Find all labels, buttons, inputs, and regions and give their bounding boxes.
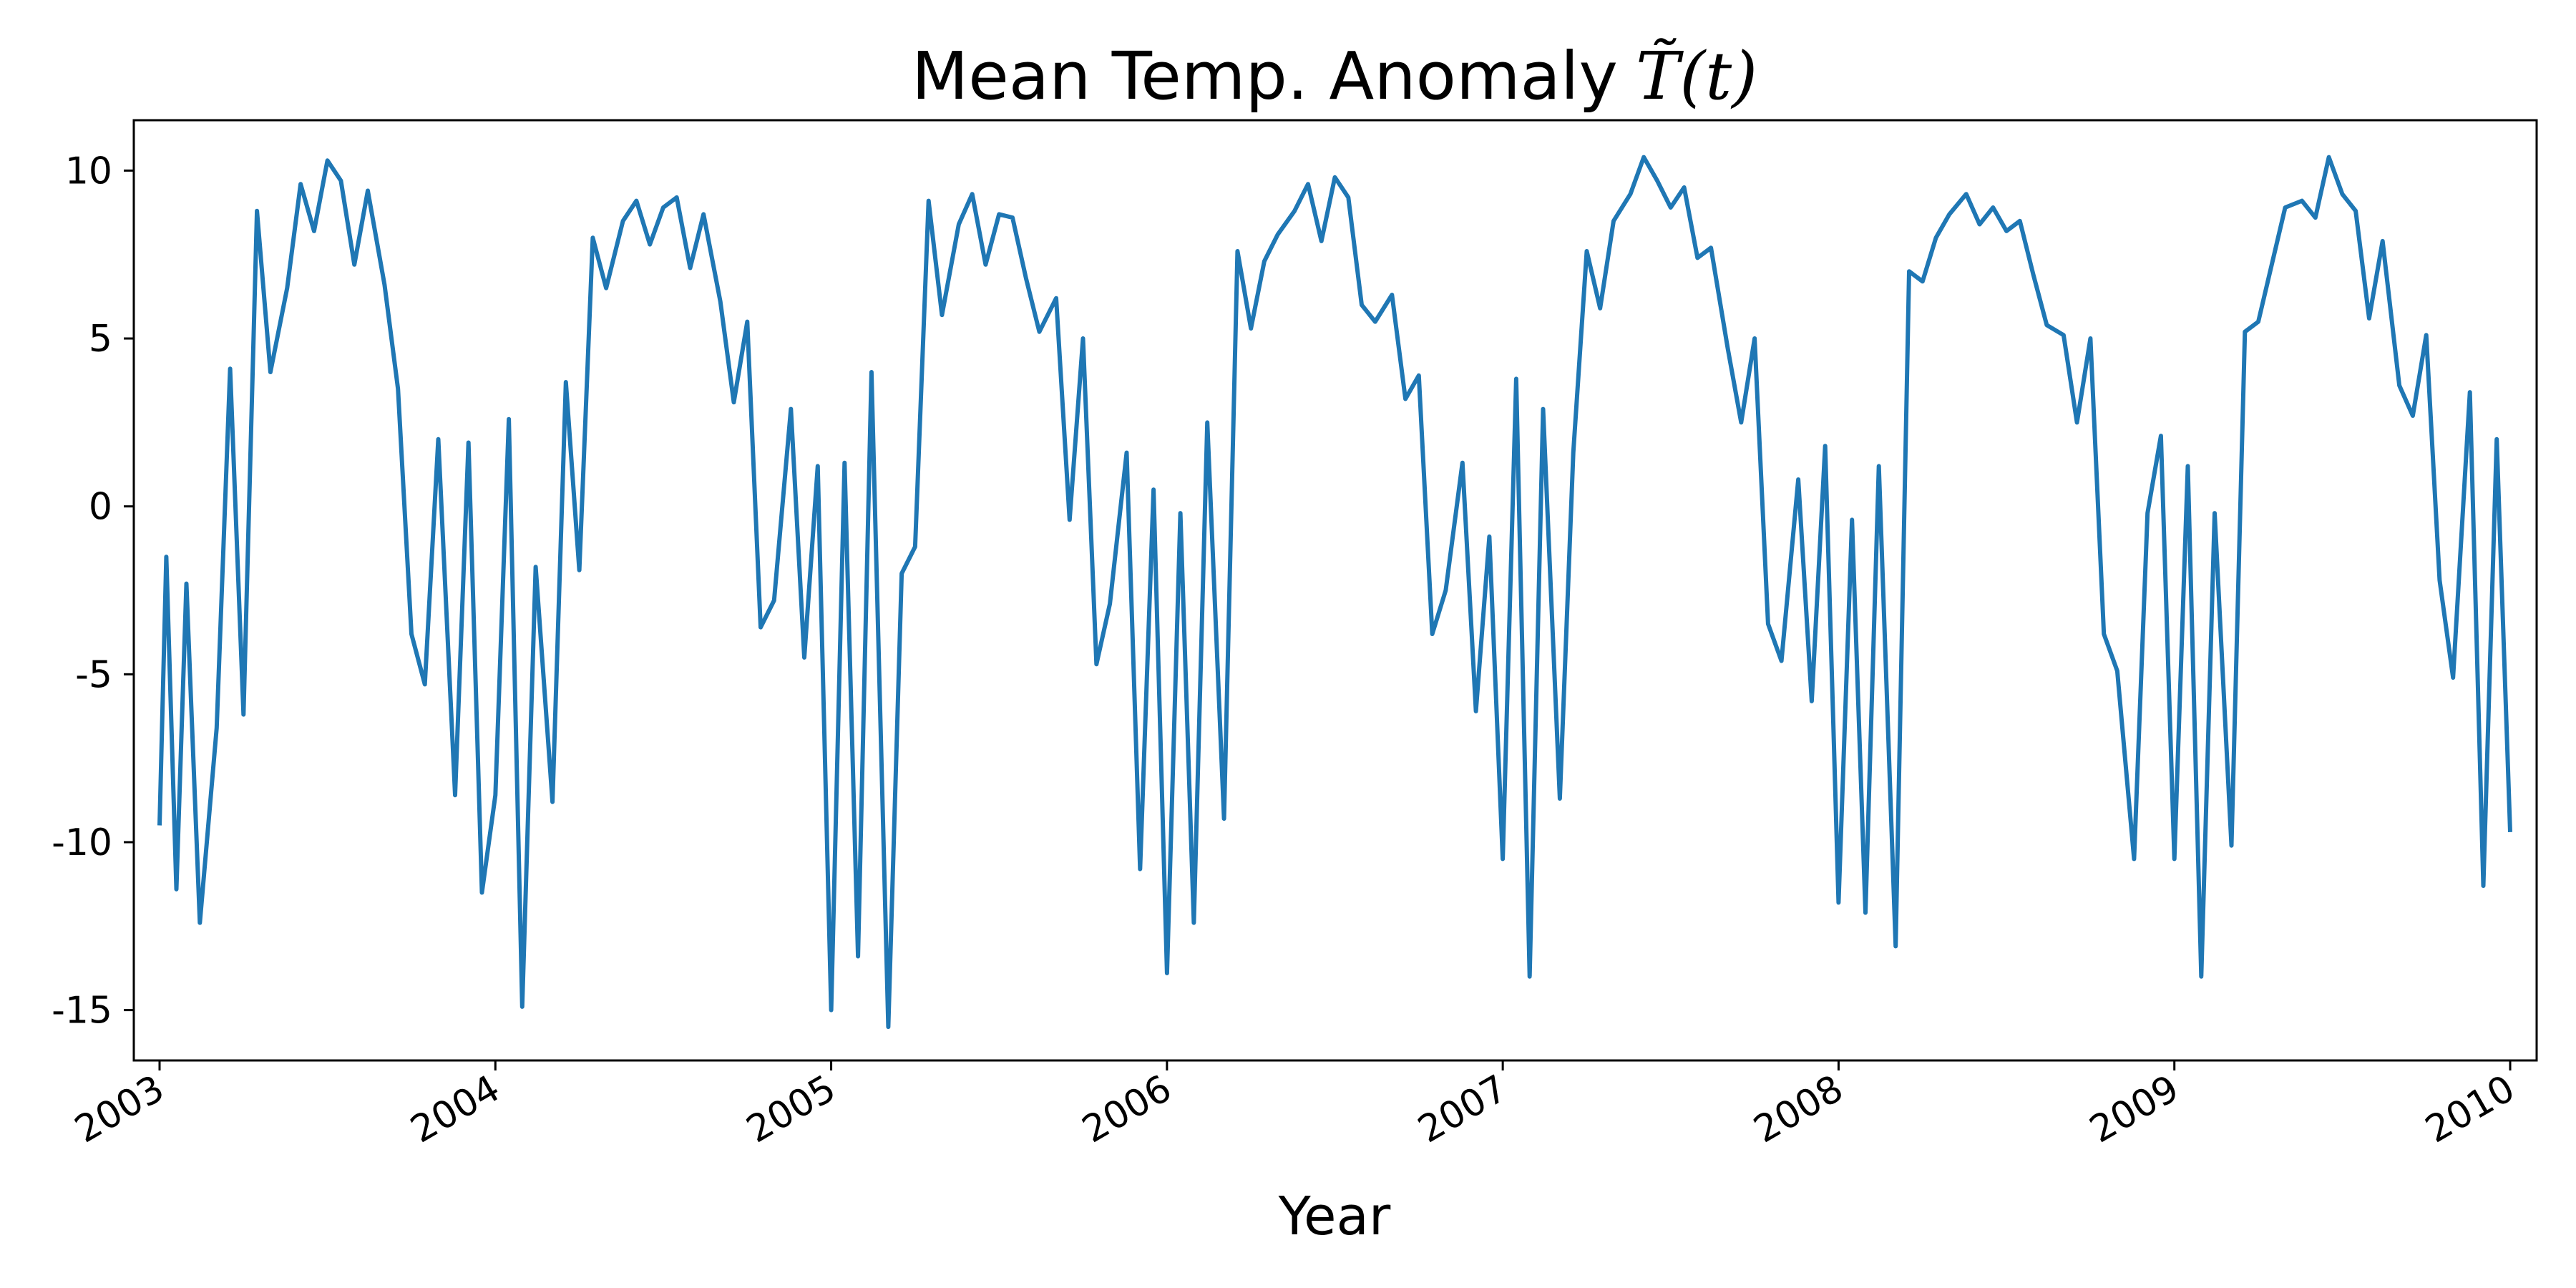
- y-tick-label: -10: [52, 821, 112, 864]
- y-tick-label: -5: [75, 653, 112, 696]
- y-tick-label: 10: [65, 150, 112, 192]
- x-axis-label: Year: [1278, 1186, 1391, 1247]
- y-tick-label: -15: [52, 990, 112, 1033]
- series-line: [157, 155, 2512, 1030]
- y-tick-label: 5: [89, 318, 112, 361]
- chart-title-text: Mean Temp. Anomaly: [912, 38, 1618, 114]
- y-axis: 10 5 0 -5 -10 -15: [52, 150, 134, 1033]
- plot-frame: [132, 119, 2538, 1062]
- plot-area: [132, 119, 2538, 1062]
- chart-title-math: T̃(t): [1636, 38, 1757, 114]
- y-tick-label: 0: [89, 486, 112, 529]
- chart-title: Mean Temp. Anomaly T̃(t): [912, 38, 1757, 114]
